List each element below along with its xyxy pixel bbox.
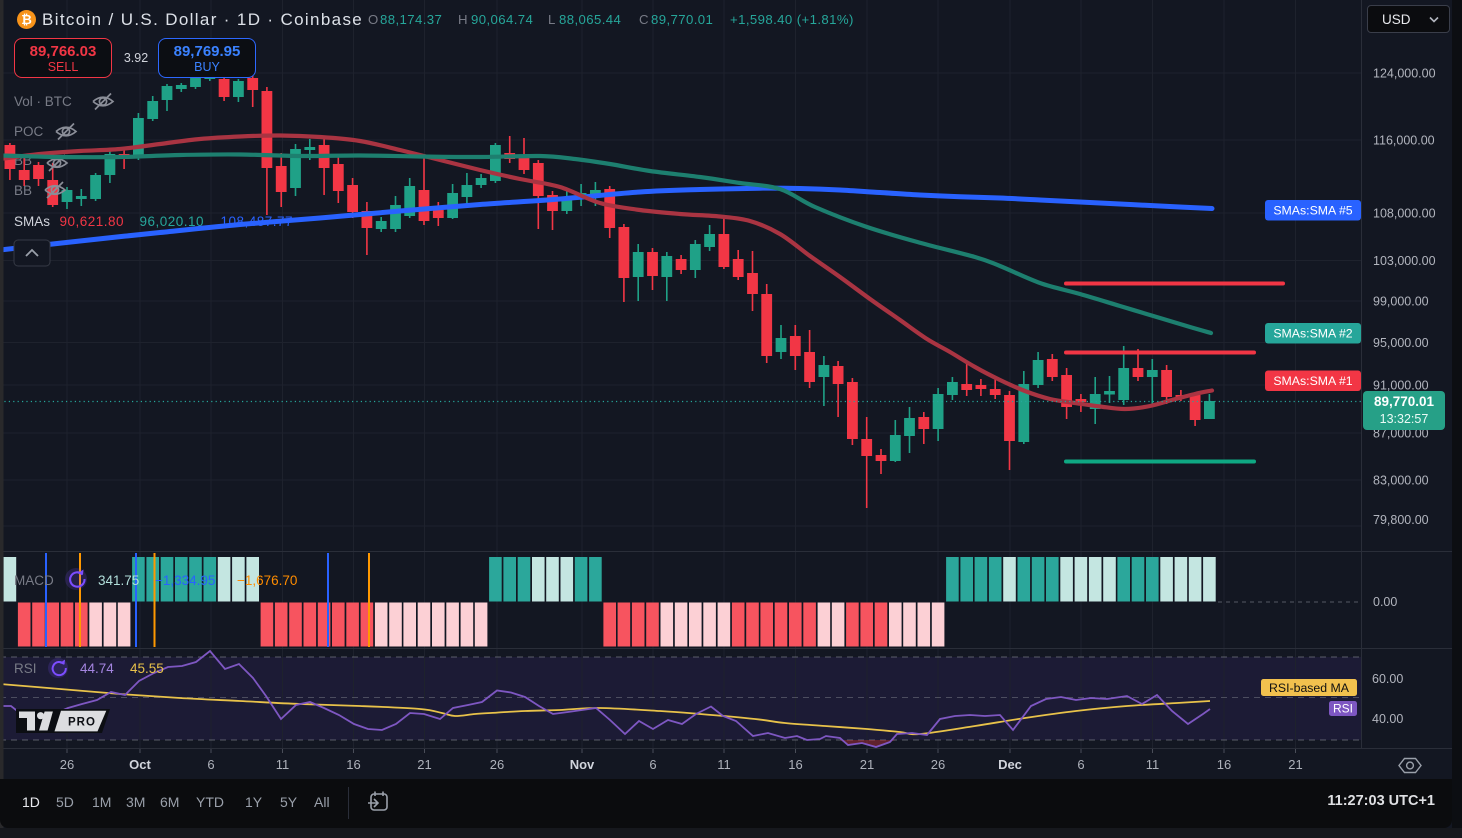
- svg-text:16: 16: [346, 757, 360, 772]
- svg-text:44.74: 44.74: [80, 661, 114, 676]
- svg-text:+1,598.40 (+1.81%): +1,598.40 (+1.81%): [730, 12, 854, 27]
- svg-text:88,065.44: 88,065.44: [559, 12, 621, 27]
- svg-text:−1,334.95: −1,334.95: [155, 573, 215, 588]
- svg-text:90,064.74: 90,064.74: [471, 12, 533, 27]
- svg-text:99,000.00: 99,000.00: [1373, 295, 1429, 309]
- svg-text:89,770.01: 89,770.01: [1374, 394, 1435, 409]
- svg-text:6: 6: [649, 757, 656, 772]
- svg-text:RSI: RSI: [1333, 702, 1353, 716]
- svg-text:₿: ₿: [21, 12, 32, 27]
- svg-text:26: 26: [490, 757, 504, 772]
- svg-text:POC: POC: [14, 124, 44, 139]
- svg-text:16: 16: [788, 757, 802, 772]
- svg-text:89,770.01: 89,770.01: [651, 12, 713, 27]
- svg-text:45.55: 45.55: [130, 661, 164, 676]
- svg-text:88,174.37: 88,174.37: [380, 12, 442, 27]
- svg-text:RSI-based MA: RSI-based MA: [1269, 681, 1350, 695]
- svg-text:60.00: 60.00: [1372, 672, 1403, 686]
- svg-text:Dec: Dec: [998, 757, 1022, 772]
- svg-text:O: O: [368, 12, 379, 27]
- svg-text:79,800.00: 79,800.00: [1373, 513, 1429, 527]
- svg-text:SMAs:SMA #1: SMAs:SMA #1: [1273, 374, 1352, 388]
- svg-text:95,000.00: 95,000.00: [1373, 336, 1429, 350]
- svg-text:SMAs: SMAs: [14, 214, 50, 229]
- svg-text:108,000.00: 108,000.00: [1373, 207, 1436, 221]
- svg-text:21: 21: [417, 757, 431, 772]
- svg-text:Vol · BTC: Vol · BTC: [14, 94, 72, 109]
- svg-text:RSI: RSI: [14, 661, 37, 676]
- svg-text:26: 26: [60, 757, 74, 772]
- svg-text:40.00: 40.00: [1372, 712, 1403, 726]
- svg-text:83,000.00: 83,000.00: [1373, 474, 1429, 488]
- svg-text:124,000.00: 124,000.00: [1373, 67, 1436, 81]
- svg-text:MACD: MACD: [14, 573, 54, 588]
- svg-text:21: 21: [860, 757, 874, 772]
- svg-text:SMAs:SMA #2: SMAs:SMA #2: [1273, 327, 1352, 341]
- svg-text:Nov: Nov: [570, 757, 595, 772]
- svg-text:16: 16: [1217, 757, 1231, 772]
- svg-text:L: L: [548, 12, 556, 27]
- svg-text:−1,676.70: −1,676.70: [237, 573, 297, 588]
- svg-text:C: C: [639, 12, 649, 27]
- svg-text:BB: BB: [14, 183, 32, 198]
- svg-text:91,000.00: 91,000.00: [1373, 379, 1429, 393]
- svg-text:96,020.10: 96,020.10: [140, 214, 205, 229]
- svg-text:21: 21: [1288, 757, 1302, 772]
- svg-text:6: 6: [207, 757, 214, 772]
- svg-text:Bitcoin / U.S. Dollar · 1D · C: Bitcoin / U.S. Dollar · 1D · Coinbase: [42, 10, 363, 29]
- svg-text:6: 6: [1077, 757, 1084, 772]
- svg-text:SMAs:SMA #5: SMAs:SMA #5: [1273, 204, 1352, 218]
- svg-text:Oct: Oct: [129, 757, 151, 772]
- svg-text:13:32:57: 13:32:57: [1380, 412, 1429, 426]
- svg-text:PRO: PRO: [68, 717, 96, 729]
- svg-text:11: 11: [276, 757, 290, 772]
- svg-text:11: 11: [1146, 757, 1160, 772]
- svg-text:26: 26: [931, 757, 945, 772]
- svg-text:11: 11: [717, 757, 731, 772]
- svg-text:H: H: [458, 12, 468, 27]
- svg-text:341.75: 341.75: [98, 573, 139, 588]
- svg-text:103,000.00: 103,000.00: [1373, 254, 1436, 268]
- svg-text:90,621.80: 90,621.80: [60, 214, 125, 229]
- svg-text:0.00: 0.00: [1373, 595, 1397, 609]
- svg-text:116,000.00: 116,000.00: [1373, 134, 1435, 148]
